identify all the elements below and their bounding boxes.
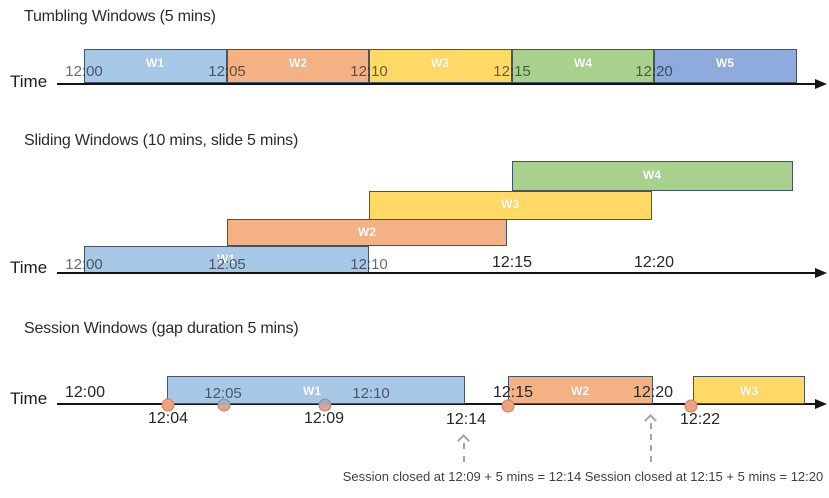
dashed-arrow-shaft (650, 423, 652, 462)
event-time-label: 12:04 (147, 410, 189, 427)
event-dot (684, 399, 698, 413)
timeline (57, 403, 816, 405)
annotation: Session closed at 12:09 + 5 mins = 12:14 (342, 469, 582, 484)
window-label: W1 (303, 384, 321, 398)
window-label: W3 (740, 384, 758, 398)
event-time-label: 12:14 (445, 411, 487, 428)
tick-label: 12:10 (350, 63, 388, 80)
window-w5 (654, 49, 797, 83)
window-w4 (512, 49, 654, 83)
event-dot (501, 399, 515, 413)
section-title: Sliding Windows (10 mins, slide 5 mins) (24, 132, 299, 149)
window-w2 (227, 49, 369, 83)
time-axis-label: Time (10, 72, 48, 91)
window-label: W3 (431, 56, 449, 70)
time-axis-label: Time (10, 389, 48, 408)
dashed-arrow-shaft (463, 443, 465, 462)
event-dot (318, 398, 332, 412)
window-label: W4 (574, 56, 592, 70)
window-label: W1 (217, 252, 235, 266)
window-w4 (512, 161, 793, 191)
timeline-arrow-icon (815, 268, 827, 278)
window-w2 (227, 219, 507, 246)
tick-label: 12:15 (493, 63, 531, 80)
window-w1 (167, 376, 465, 404)
window-label: W3 (501, 197, 519, 211)
window-label: W2 (571, 384, 589, 398)
tick-label: 12:00 (64, 384, 106, 401)
timeline-arrow-icon (815, 79, 827, 89)
event-time-label: 12:09 (303, 410, 345, 427)
window-w3 (693, 376, 805, 404)
time-axis-label: Time (10, 258, 48, 277)
event-dot (217, 398, 231, 412)
timeline (57, 272, 816, 274)
tick-label: 12:10 (350, 256, 388, 273)
tick-label: 12:15 (492, 384, 534, 401)
annotation: Session closed at 12:15 + 5 mins = 12:20 (584, 469, 824, 484)
timeline-arrow-icon (815, 399, 827, 409)
window-label: W4 (643, 168, 661, 182)
window-w1 (84, 49, 227, 83)
window-label: W2 (289, 56, 307, 70)
tick-label: 12:05 (208, 63, 246, 80)
tick-label: 12:00 (65, 63, 103, 80)
window-w1 (84, 246, 369, 273)
tick-label: 12:20 (633, 254, 675, 271)
window-w2 (508, 376, 653, 404)
window-w3 (369, 191, 652, 220)
tick-label: 12:20 (632, 384, 674, 401)
tick-label: 12:10 (352, 385, 390, 402)
section-title: Session Windows (gap duration 5 mins) (24, 320, 299, 337)
timeline (57, 83, 816, 85)
tick-label: 12:05 (208, 256, 246, 273)
section-title: Tumbling Windows (5 mins) (24, 8, 216, 25)
tick-label: 12:00 (65, 256, 103, 273)
tick-label: 12:05 (204, 385, 242, 402)
window-w3 (369, 49, 512, 83)
tick-label: 12:20 (635, 63, 673, 80)
window-label: W5 (716, 56, 734, 70)
window-label: W2 (358, 225, 376, 239)
window-label: W1 (146, 56, 164, 70)
tick-label: 12:15 (491, 254, 533, 271)
event-time-label: 12:22 (679, 411, 721, 428)
event-dot (161, 398, 175, 412)
